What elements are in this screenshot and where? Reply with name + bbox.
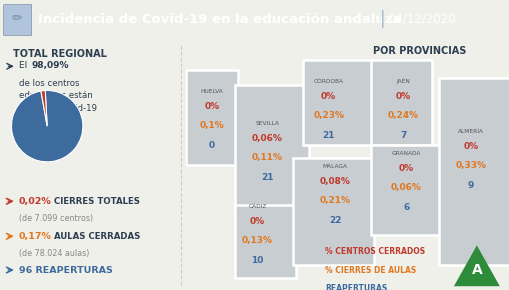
Text: GRANADA: GRANADA xyxy=(391,151,420,156)
Text: (de 78.024 aulas): (de 78.024 aulas) xyxy=(19,249,89,258)
Text: 0,06%: 0,06% xyxy=(251,134,282,143)
Text: 0,08%: 0,08% xyxy=(319,177,350,186)
Text: (de 7.099 centros): (de 7.099 centros) xyxy=(19,214,93,223)
Text: 21: 21 xyxy=(260,173,273,182)
Text: POR PROVINCIAS: POR PROVINCIAS xyxy=(372,46,465,56)
Text: 0%: 0% xyxy=(463,142,478,151)
Polygon shape xyxy=(453,245,499,286)
Text: 0%: 0% xyxy=(398,164,413,173)
Polygon shape xyxy=(234,85,308,208)
Text: 0%: 0% xyxy=(395,92,410,101)
Text: El: El xyxy=(19,61,30,70)
Text: JAÉN: JAÉN xyxy=(395,78,409,84)
Text: 0,13%: 0,13% xyxy=(241,235,272,244)
Polygon shape xyxy=(370,60,432,145)
Text: TOTAL REGIONAL: TOTAL REGIONAL xyxy=(13,49,107,59)
Wedge shape xyxy=(41,90,47,126)
Text: 04/12/2020: 04/12/2020 xyxy=(388,13,456,26)
Polygon shape xyxy=(293,157,373,265)
Text: 0,24%: 0,24% xyxy=(387,110,418,119)
Text: 6: 6 xyxy=(403,203,409,212)
Text: ALMERÍA: ALMERÍA xyxy=(457,129,483,134)
Text: de los centros
educativos están
libres de Covid-19: de los centros educativos están libres d… xyxy=(19,79,96,113)
Text: REAPERTURAS: REAPERTURAS xyxy=(325,284,387,290)
Text: CIERRES TOTALES: CIERRES TOTALES xyxy=(54,197,139,206)
Polygon shape xyxy=(370,145,444,235)
Text: 7: 7 xyxy=(399,130,406,139)
Text: 0%: 0% xyxy=(321,92,335,101)
Polygon shape xyxy=(186,70,238,165)
Text: 0,02%: 0,02% xyxy=(19,197,51,206)
Polygon shape xyxy=(302,60,373,145)
Text: Incidencia de Covid-19 en la educación andaluza: Incidencia de Covid-19 en la educación a… xyxy=(38,13,401,26)
Text: ✏: ✏ xyxy=(12,13,22,26)
Text: 0,1%: 0,1% xyxy=(200,121,224,130)
Text: SEVILLA: SEVILLA xyxy=(254,121,278,126)
Text: AULAS CERRADAS: AULAS CERRADAS xyxy=(54,232,140,241)
Text: % CENTROS CERRADOS: % CENTROS CERRADOS xyxy=(325,247,425,256)
Text: 0,23%: 0,23% xyxy=(313,110,344,119)
Text: 98,09%: 98,09% xyxy=(32,61,69,70)
Text: A: A xyxy=(470,263,482,277)
Text: CÓRDOBA: CÓRDOBA xyxy=(313,79,343,84)
Text: % CIERRES DE AULAS: % CIERRES DE AULAS xyxy=(325,266,416,275)
Text: 0,11%: 0,11% xyxy=(251,153,282,162)
Text: |: | xyxy=(379,10,385,28)
Text: CÁDIZ: CÁDIZ xyxy=(248,204,266,209)
Text: 0,21%: 0,21% xyxy=(319,195,350,204)
Text: 0,06%: 0,06% xyxy=(390,183,421,192)
Text: MÁLAGA: MÁLAGA xyxy=(322,164,347,169)
Text: 0,33%: 0,33% xyxy=(455,160,486,170)
Text: 21: 21 xyxy=(322,130,334,139)
Text: HUELVA: HUELVA xyxy=(200,89,223,94)
Text: 0: 0 xyxy=(209,141,215,150)
Text: 22: 22 xyxy=(328,215,341,224)
Text: 10: 10 xyxy=(251,255,263,264)
FancyBboxPatch shape xyxy=(4,5,32,35)
Text: 9: 9 xyxy=(467,180,473,189)
Text: 96 REAPERTURAS: 96 REAPERTURAS xyxy=(19,266,112,275)
Text: 0%: 0% xyxy=(249,217,265,226)
Polygon shape xyxy=(438,77,509,265)
Text: 0%: 0% xyxy=(204,102,219,111)
Wedge shape xyxy=(12,90,82,162)
Text: 0,17%: 0,17% xyxy=(19,232,51,241)
Polygon shape xyxy=(234,205,296,278)
